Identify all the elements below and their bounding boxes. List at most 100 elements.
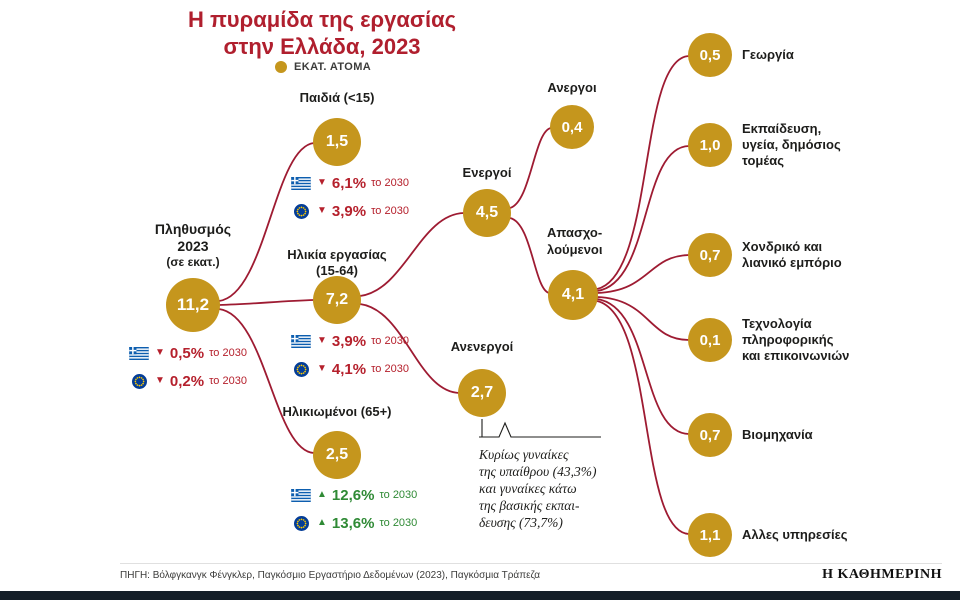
working-age-projections: ▼ 3,9% το 2030 ▼ 4,1% το 2030 xyxy=(290,330,409,386)
trend-down-icon: ▼ xyxy=(317,177,327,188)
sector-label-ict: Τεχνολογία πληροφορικής και επικοινωνιών xyxy=(742,316,872,364)
eu-flag-icon xyxy=(290,515,312,531)
sector-label-education-health-public: Εκπαίδευση, υγεία, δημόσιος τομέας xyxy=(742,121,872,169)
children-eu-projection: ▼ 3,9% το 2030 xyxy=(290,200,409,222)
node-inactive: 2,7 xyxy=(458,369,506,417)
target-year: το 2030 xyxy=(371,177,409,189)
elderly-label: Ηλικιωμένοι (65+) xyxy=(282,404,392,419)
inactive-annotation: Κυρίως γυναίκες της υπαίθρου (43,3%) και… xyxy=(479,446,629,531)
sector-label-line: πληροφορικής xyxy=(742,332,834,347)
sector-label-agriculture: Γεωργία xyxy=(742,47,892,63)
employed-label-line1: Απασχο- xyxy=(547,225,603,240)
working-age-label-line1: Ηλικία εργασίας xyxy=(287,247,387,262)
node-working-age-value: 7,2 xyxy=(325,291,349,308)
legend: ΕΚΑΤ. ΑΤΟΜΑ xyxy=(275,61,371,73)
sector-label-line: Βιομηχανία xyxy=(742,427,813,442)
node-active: 4,5 xyxy=(463,189,511,237)
percent-change: 0,5% xyxy=(169,344,205,362)
target-year: το 2030 xyxy=(371,335,409,347)
node-children-value: 1,5 xyxy=(325,133,349,150)
population-label: Πληθυσμός 2023 (σε εκατ.) xyxy=(123,221,263,270)
children-greece-projection: ▼ 6,1% το 2030 xyxy=(290,172,409,194)
node-sector-value: 0,7 xyxy=(699,426,721,444)
employed-label-line2: λούμενοι xyxy=(547,242,603,257)
employed-label: Απασχο- λούμενοι xyxy=(547,224,637,258)
bottom-bar xyxy=(0,591,960,600)
sector-label-line: Εκπαίδευση, xyxy=(742,121,822,136)
publisher-logo: Η ΚΑΘΗΜΕΡΙΝΗ xyxy=(822,567,942,582)
annotation-line: και γυναίκες κάτω xyxy=(479,481,577,496)
chart-title-line1: Η πυραμίδα της εργασίας xyxy=(187,7,457,32)
node-unemployed: 0,4 xyxy=(550,105,594,149)
percent-change: 4,1% xyxy=(331,360,367,378)
node-sector-value: 1,1 xyxy=(699,526,721,544)
population-label-line3: (σε εκατ.) xyxy=(166,255,220,269)
legend-dot-icon xyxy=(275,61,287,73)
working-age-label-line2: (15-64) xyxy=(316,263,358,278)
population-projections: ▼ 0,5% το 2030 ▼ 0,2% το 2030 xyxy=(128,342,247,398)
node-employed: 4,1 xyxy=(548,270,598,320)
population-eu-projection: ▼ 0,2% το 2030 xyxy=(128,370,247,392)
trend-up-icon: ▲ xyxy=(317,489,327,500)
population-label-line1: Πληθυσμός xyxy=(154,221,232,237)
working-age-label: Ηλικία εργασίας (15-64) xyxy=(277,247,397,279)
annotation-line: της υπαίθρου (43,3%) xyxy=(479,464,597,479)
working-age-eu-projection: ▼ 4,1% το 2030 xyxy=(290,358,409,380)
annotation-line: Κυρίως γυναίκες xyxy=(479,447,569,462)
node-employed-value: 4,1 xyxy=(561,286,585,303)
target-year: το 2030 xyxy=(209,375,247,387)
source-credit: ΠΗΓΗ: Βόλφγκανγκ Φένγκλερ, Παγκόσμιο Εργ… xyxy=(120,570,541,581)
target-year: το 2030 xyxy=(379,517,418,529)
node-sector-trade: 0,7 xyxy=(688,233,732,277)
trend-down-icon: ▼ xyxy=(155,375,165,386)
population-label-line2: 2023 xyxy=(177,238,209,254)
percent-change: 6,1% xyxy=(331,174,367,192)
trend-down-icon: ▼ xyxy=(317,335,327,346)
percent-change: 3,9% xyxy=(331,332,367,350)
node-sector-agriculture: 0,5 xyxy=(688,33,732,77)
greece-flag-icon xyxy=(290,488,312,502)
percent-change: 3,9% xyxy=(331,202,367,220)
annotation-line: της βασικής εκπαι- xyxy=(479,498,580,513)
sector-label-line: Γεωργία xyxy=(742,47,794,62)
node-sector-value: 1,0 xyxy=(699,136,721,154)
chart-title: Η πυραμίδα της εργασίας στην Ελλάδα, 202… xyxy=(122,6,522,60)
elderly-eu-projection: ▲ 13,6% το 2030 xyxy=(290,512,417,534)
elderly-projections: ▲ 12,6% το 2030 ▲ 13,6% το 2030 xyxy=(290,484,417,540)
greece-flag-icon xyxy=(290,334,312,348)
working-age-greece-projection: ▼ 3,9% το 2030 xyxy=(290,330,409,352)
sector-label-line: Χονδρικό και xyxy=(742,239,823,254)
chart-title-line2: στην Ελλάδα, 2023 xyxy=(223,34,421,59)
node-sector-ict: 0,1 xyxy=(688,318,732,362)
eu-flag-icon xyxy=(290,361,312,377)
sector-label-line: τομέας xyxy=(742,153,784,168)
node-elderly: 2,5 xyxy=(313,431,361,479)
node-sector-value: 0,1 xyxy=(699,331,721,349)
node-sector-other-services: 1,1 xyxy=(688,513,732,557)
sector-label-line: λιανικό εμπόριο xyxy=(742,255,842,270)
legend-label: ΕΚΑΤ. ΑΤΟΜΑ xyxy=(294,61,372,73)
target-year: το 2030 xyxy=(379,489,418,501)
node-elderly-value: 2,5 xyxy=(325,446,349,463)
percent-change: 12,6% xyxy=(331,486,375,504)
trend-down-icon: ▼ xyxy=(317,363,327,374)
node-sector-value: 0,5 xyxy=(699,46,721,64)
node-children: 1,5 xyxy=(313,118,361,166)
children-label: Παιδιά (<15) xyxy=(299,90,375,105)
node-sector-education-health-public: 1,0 xyxy=(688,123,732,167)
trend-down-icon: ▼ xyxy=(317,205,327,216)
target-year: το 2030 xyxy=(371,205,409,217)
sector-label-industry: Βιομηχανία xyxy=(742,427,892,443)
node-working-age: 7,2 xyxy=(313,276,361,324)
node-unemployed-value: 0,4 xyxy=(561,118,583,136)
sector-label-line: Αλλες υπηρεσίες xyxy=(742,527,848,542)
footer-divider xyxy=(120,563,942,564)
active-label: Ενεργοί xyxy=(462,165,512,180)
trend-up-icon: ▲ xyxy=(317,517,327,528)
target-year: το 2030 xyxy=(371,363,409,375)
percent-change: 13,6% xyxy=(331,514,375,532)
sector-label-other-services: Αλλες υπηρεσίες xyxy=(742,527,892,543)
node-sector-industry: 0,7 xyxy=(688,413,732,457)
inactive-label: Ανενεργοί xyxy=(450,339,514,354)
node-active-value: 4,5 xyxy=(475,204,499,221)
